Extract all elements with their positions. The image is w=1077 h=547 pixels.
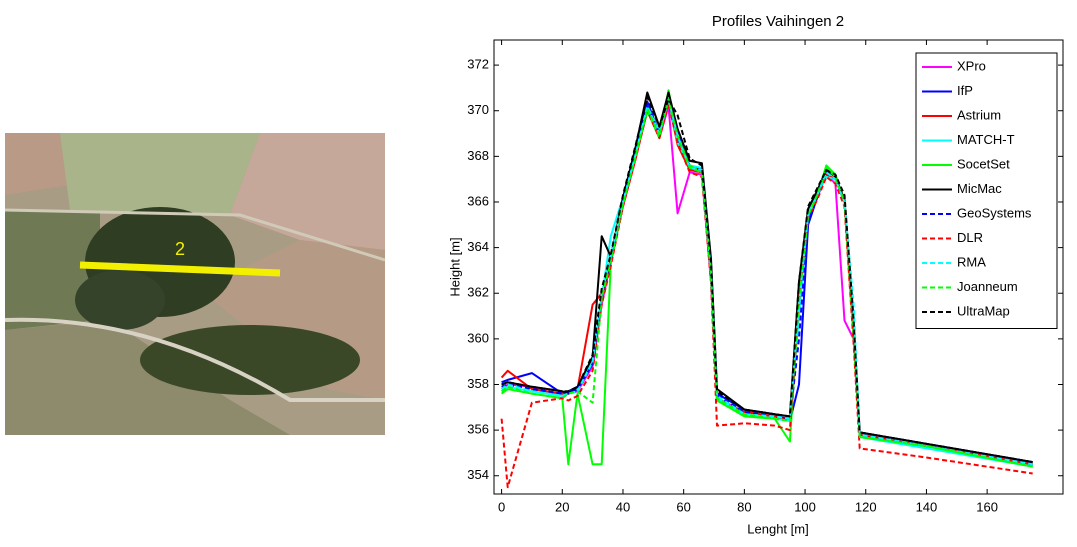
legend-label: SocetSet bbox=[957, 156, 1010, 171]
legend-label: DLR bbox=[957, 230, 983, 245]
y-axis-label: Height [m] bbox=[447, 237, 462, 296]
series-line bbox=[500, 98, 1033, 466]
x-tick-label: 140 bbox=[916, 499, 938, 514]
legend: XPro IfP Astrium MATCH-T SocetSet MicMac GeoSy… bbox=[915, 52, 1058, 329]
y-tick-label: 370 bbox=[467, 102, 489, 117]
x-tick-label: 60 bbox=[676, 499, 690, 514]
x-tick-label: 120 bbox=[855, 499, 877, 514]
legend-label: MATCH-T bbox=[957, 132, 1015, 147]
series-line bbox=[501, 96, 1033, 464]
legend-label: GeoSystems bbox=[957, 205, 1032, 220]
x-tick-label: 40 bbox=[616, 499, 630, 514]
y-tick-label: 356 bbox=[467, 422, 489, 437]
chart-title: Profiles Vaihingen 2 bbox=[712, 13, 844, 30]
x-axis-label: Lenght [m] bbox=[747, 521, 808, 536]
aerial-image: 2 bbox=[4, 133, 386, 435]
series-line bbox=[500, 102, 1033, 489]
x-tick-label: 0 bbox=[498, 499, 505, 514]
legend-label: Astrium bbox=[957, 107, 1001, 122]
x-tick-label: 100 bbox=[794, 499, 816, 514]
y-tick-label: 364 bbox=[467, 239, 489, 254]
legend-label: Joanneum bbox=[957, 279, 1018, 294]
x-tick-label: 20 bbox=[555, 499, 569, 514]
y-tick-label: 354 bbox=[467, 467, 489, 482]
axes-frame bbox=[493, 39, 1064, 495]
legend-label: IfP bbox=[957, 83, 973, 98]
legend-label: MicMac bbox=[957, 181, 1002, 196]
chart: Profiles Vaihingen 2 Lenght [m] Height [… bbox=[447, 13, 1064, 536]
legend-label: XPro bbox=[957, 58, 986, 73]
y-tick-label: 368 bbox=[467, 148, 489, 163]
legend-label: RMA bbox=[957, 254, 986, 269]
series-line bbox=[501, 98, 1033, 468]
legend-label: UltraMap bbox=[957, 303, 1010, 318]
legend-box bbox=[915, 52, 1058, 329]
y-tick-label: 358 bbox=[467, 376, 489, 391]
y-tick-label: 360 bbox=[467, 330, 489, 345]
y-tick-label: 362 bbox=[467, 285, 489, 300]
profile-label: 2 bbox=[175, 239, 185, 259]
y-tick-label: 372 bbox=[467, 57, 489, 72]
x-tick-label: 160 bbox=[976, 499, 998, 514]
x-tick-label: 80 bbox=[737, 499, 751, 514]
y-tick-label: 366 bbox=[467, 193, 489, 208]
